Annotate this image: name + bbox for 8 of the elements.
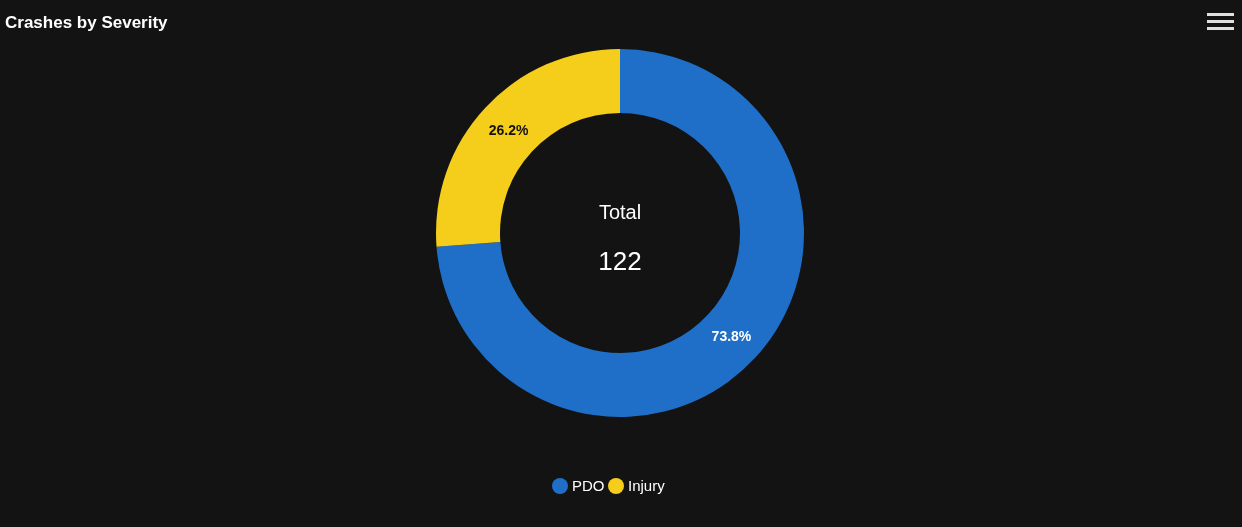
text: 122 [598, 246, 642, 277]
legend-label: PDO [572, 477, 605, 495]
data-label: 73.8% [711, 328, 752, 345]
legend-label: Injury [628, 477, 666, 495]
text: Crashes by Severity [5, 13, 169, 32]
donut-slice [436, 49, 804, 417]
text: Total [598, 201, 642, 223]
data-label: 26.2% [488, 121, 529, 138]
